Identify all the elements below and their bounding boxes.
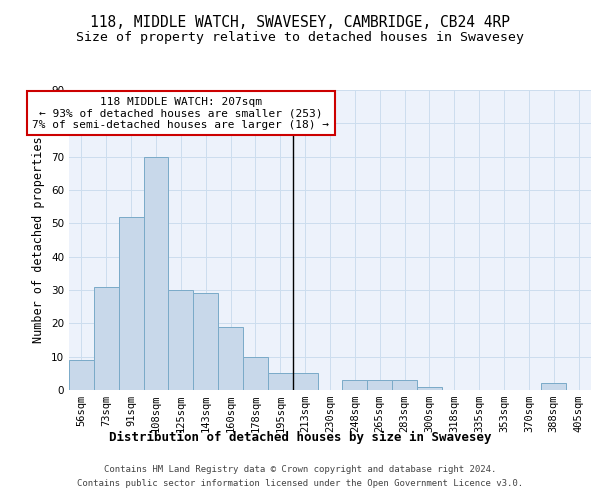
Bar [143,156,169,390]
Bar [69,360,94,390]
Y-axis label: Number of detached properties: Number of detached properties [32,136,46,344]
Bar [119,216,143,390]
Bar [343,380,367,390]
Text: Distribution of detached houses by size in Swavesey: Distribution of detached houses by size … [109,431,491,444]
Bar [367,380,392,390]
Text: 118, MIDDLE WATCH, SWAVESEY, CAMBRIDGE, CB24 4RP: 118, MIDDLE WATCH, SWAVESEY, CAMBRIDGE, … [90,15,510,30]
Bar [293,374,317,390]
Text: Contains public sector information licensed under the Open Government Licence v3: Contains public sector information licen… [77,479,523,488]
Text: 118 MIDDLE WATCH: 207sqm
← 93% of detached houses are smaller (253)
7% of semi-d: 118 MIDDLE WATCH: 207sqm ← 93% of detach… [32,96,329,130]
Bar [392,380,417,390]
Bar [417,386,442,390]
Bar [193,294,218,390]
Bar [268,374,293,390]
Text: Contains HM Land Registry data © Crown copyright and database right 2024.: Contains HM Land Registry data © Crown c… [104,464,496,473]
Bar [94,286,119,390]
Bar [243,356,268,390]
Bar [169,290,193,390]
Bar [541,384,566,390]
Text: Size of property relative to detached houses in Swavesey: Size of property relative to detached ho… [76,31,524,44]
Bar [218,326,243,390]
